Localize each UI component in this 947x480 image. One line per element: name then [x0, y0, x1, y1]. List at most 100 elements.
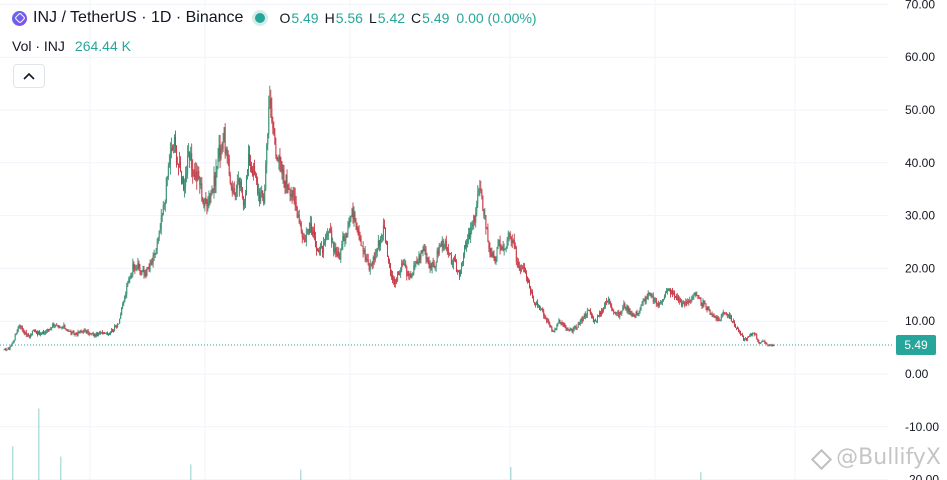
candle-body	[217, 158, 219, 167]
candle-body	[8, 348, 10, 350]
close-value: 5.49	[422, 10, 450, 26]
candle-body	[387, 256, 389, 261]
candle-body	[488, 241, 490, 249]
candle-body	[433, 263, 435, 268]
candle-body	[426, 258, 428, 259]
candle-body	[442, 240, 444, 249]
candle-body	[34, 331, 36, 333]
candle-body	[528, 282, 530, 288]
candle-body	[229, 174, 231, 184]
candle-body	[122, 304, 124, 308]
candle-body	[499, 239, 501, 249]
candle-body	[657, 303, 659, 306]
candle-body	[99, 332, 101, 335]
candle-body	[31, 330, 33, 334]
candle-body	[542, 309, 544, 311]
last-price-label: 5.49	[896, 335, 936, 355]
candle-body	[573, 327, 575, 330]
candle-body	[583, 314, 585, 319]
collapse-legend-button[interactable]	[13, 64, 45, 88]
candle-body	[365, 257, 367, 260]
symbol-title[interactable]: INJ / TetherUS · 1D · Binance	[33, 9, 244, 26]
candle-body	[127, 282, 129, 286]
candle-body	[221, 148, 223, 150]
candle-body	[259, 192, 261, 202]
candle-body	[152, 255, 154, 263]
volume-label[interactable]: Vol · INJ	[12, 38, 65, 54]
candle-body	[59, 327, 61, 329]
y-tick-label: 50.00	[905, 103, 935, 117]
candle-body	[7, 348, 9, 350]
candle-body	[383, 224, 385, 228]
candle-body	[712, 314, 714, 316]
candle-body	[255, 174, 257, 176]
candle-body	[98, 332, 100, 335]
candle-body	[407, 271, 409, 277]
candle-body	[57, 325, 59, 327]
candle-body	[261, 190, 263, 194]
candle-body	[25, 331, 27, 336]
candle-body	[394, 278, 396, 284]
candle-body	[502, 246, 504, 251]
volume-bar	[700, 472, 702, 480]
candle-body	[58, 326, 60, 328]
candle-body	[199, 177, 201, 186]
candle-body	[370, 263, 372, 265]
candle-body	[491, 252, 493, 257]
candle-body	[451, 264, 453, 265]
candle-body	[91, 333, 93, 335]
candle-body	[548, 320, 550, 324]
candle-body	[45, 331, 47, 333]
candle-body	[478, 190, 480, 194]
candle-body	[74, 333, 76, 336]
price-axis[interactable]: -20.00 -10.00 0.00 10.00 20.00 30.00 40.00 50.0…	[905, 0, 939, 480]
candle-body	[549, 323, 551, 327]
candle-body	[62, 327, 64, 328]
candle-body	[279, 155, 281, 162]
candle-body	[628, 308, 630, 313]
candle-body	[458, 272, 460, 276]
candle-body	[493, 255, 495, 259]
y-tick-label: 10.00	[905, 314, 935, 328]
candle-body	[664, 292, 666, 297]
candle-body	[151, 262, 153, 264]
candle-body	[476, 204, 478, 214]
candle-body	[631, 313, 633, 317]
candle-body	[210, 192, 212, 198]
candle-body	[671, 289, 673, 295]
candle-body	[140, 270, 142, 273]
candle-body	[174, 137, 176, 146]
candle-body	[264, 188, 266, 203]
candle-body	[682, 302, 684, 306]
candle-body	[527, 280, 529, 283]
candle-body	[430, 264, 432, 269]
candle-body	[237, 178, 239, 182]
candle-body	[241, 187, 243, 197]
candle-body	[323, 242, 325, 254]
candle-body	[290, 193, 292, 196]
candle-body	[257, 181, 259, 194]
candle-body	[30, 333, 32, 335]
candle-body	[633, 314, 635, 316]
candle-body	[713, 314, 715, 317]
y-tick-label: 20.00	[905, 261, 935, 275]
candle-body	[404, 263, 406, 265]
candle-body	[730, 315, 732, 322]
candle-body	[707, 307, 709, 311]
candle-body	[303, 238, 305, 241]
candle-body	[60, 327, 62, 329]
candle-body	[281, 162, 283, 175]
candle-body	[646, 296, 648, 299]
candle-body	[445, 240, 447, 248]
candle-body	[569, 329, 571, 332]
candle-body	[708, 307, 710, 310]
candle-body	[768, 345, 770, 346]
candle-body	[67, 330, 69, 332]
candle-body	[304, 240, 306, 242]
candle-body	[772, 344, 774, 346]
market-status-dot-icon	[255, 13, 266, 23]
candle-body	[456, 270, 458, 272]
candle-body	[235, 188, 237, 197]
